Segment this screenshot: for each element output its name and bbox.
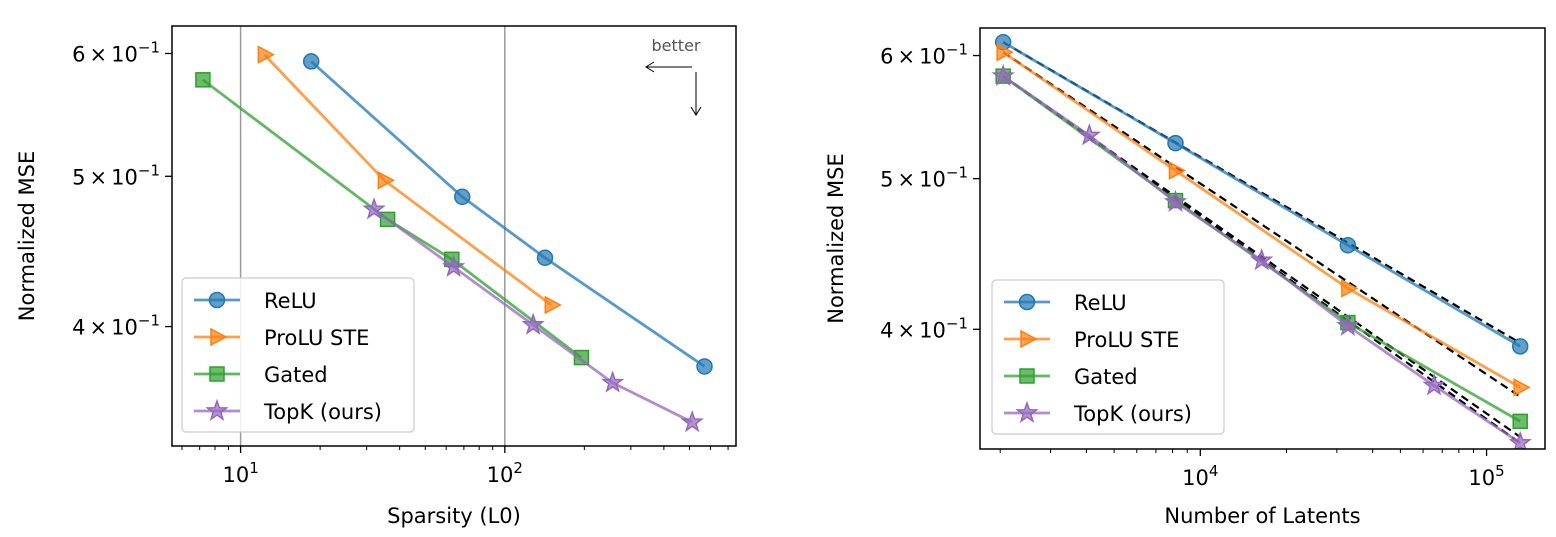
legend: ReLU ProLU STE Gated TopK (ours) [181, 277, 415, 433]
point-gated-0 [195, 72, 211, 88]
point-prolu-ste-1 [377, 171, 395, 190]
legend-label-relu: ReLU [264, 289, 317, 313]
legend-entry-topk-ours: TopK (ours) [1004, 400, 1192, 426]
legend-marker-topk-ours [1015, 400, 1039, 423]
better-annotation: better [645, 36, 702, 116]
x-tick-label-10: 101 [222, 459, 258, 487]
point-topk-ours-2 [521, 312, 545, 335]
y-tick-label-0.6: 6 × 10−1 [72, 38, 160, 66]
axes-frame [171, 25, 737, 447]
point-topk-ours-6 [1508, 430, 1532, 449]
series-line-relu [310, 60, 706, 368]
plot-area [195, 26, 713, 446]
legend-marker-relu [1018, 293, 1036, 311]
legend-label-prolu-ste: ProLU STE [264, 326, 369, 350]
latents-panel: 104 105 4 × 10−1 5 × 10−1 6 × 10−1 Number of Latent… [824, 27, 1546, 528]
y-tick-label-0.5: 5 × 10−1 [72, 161, 160, 189]
series-line-relu [1002, 40, 1521, 348]
legend-box [991, 279, 1225, 435]
y-axis-label: Normalized MSE [824, 153, 848, 323]
legend-entry-relu: ReLU [1004, 291, 1127, 315]
legend-marker-gated [209, 366, 225, 382]
point-topk-ours-0 [991, 63, 1015, 87]
y-tick-label-0.4: 4 × 10−1 [72, 312, 160, 340]
arrow-down-head [690, 106, 702, 116]
series-line-prolu-ste [1002, 51, 1521, 389]
legend-label-relu: ReLU [1074, 291, 1127, 315]
axes-frame [979, 27, 1546, 450]
legend-marker-gated [1019, 368, 1035, 384]
legend-entry-gated: Gated [194, 363, 328, 387]
legend-box [181, 277, 415, 433]
point-topk-ours-0 [362, 197, 386, 220]
sparsity-panel: 101 102 4 × 10−1 5 × 10−1 6 × 10−1 Sparsity (L0) Nor… [15, 25, 737, 528]
point-gated-3 [1512, 413, 1528, 430]
legend-entry-prolu-ste: ProLU STE [194, 326, 369, 350]
series-line-gated [202, 78, 583, 359]
x-tick-label-10000: 104 [1182, 462, 1218, 490]
plot-area [991, 33, 1532, 449]
point-topk-ours-1 [1077, 123, 1102, 146]
legend-entry-relu: ReLU [194, 289, 317, 313]
y-tick-label-0.5: 5 × 10−1 [880, 164, 968, 192]
y-tick-label-0.6: 6 × 10−1 [880, 41, 968, 69]
point-topk-ours-3 [1249, 248, 1274, 271]
legend-entry-gated: Gated [1004, 365, 1138, 389]
legend-label-gated: Gated [264, 363, 328, 387]
y-tick-label-0.4: 4 × 10−1 [880, 314, 968, 342]
point-relu-0 [302, 53, 320, 70]
series-line-prolu-ste [263, 53, 553, 307]
point-prolu-ste-0 [996, 42, 1014, 62]
x-axis-label: Number of Latents [1164, 504, 1360, 528]
legend-entry-topk-ours: TopK (ours) [194, 398, 382, 424]
point-prolu-ste-1 [1168, 161, 1187, 180]
point-topk-ours-4 [680, 410, 704, 433]
legend-marker-relu [208, 291, 226, 309]
better-label: better [652, 36, 701, 55]
point-relu-1 [453, 188, 471, 206]
point-prolu-ste-2 [544, 295, 562, 315]
point-topk-ours-2 [1163, 189, 1188, 212]
point-prolu-ste-0 [257, 45, 275, 64]
x-tick-label-100: 102 [487, 459, 523, 487]
legend-marker-prolu-ste [1020, 329, 1038, 349]
legend-label-prolu-ste: ProLU STE [1074, 328, 1179, 352]
point-relu-3 [1511, 338, 1529, 355]
x-tick-label-100000: 105 [1468, 462, 1504, 490]
legend-label-topk-ours: TopK (ours) [263, 400, 382, 424]
point-prolu-ste-2 [1341, 279, 1359, 298]
point-topk-ours-4 [1336, 313, 1360, 336]
legend-marker-prolu-ste [210, 327, 228, 347]
legend-label-topk-ours: TopK (ours) [1073, 402, 1192, 426]
x-axis-label: Sparsity (L0) [387, 504, 521, 528]
y-axis-label: Normalized MSE [15, 151, 39, 321]
fit-line-relu [1002, 41, 1521, 344]
point-relu-3 [696, 358, 713, 375]
point-topk-ours-3 [600, 370, 625, 393]
point-topk-ours-1 [441, 254, 466, 277]
point-topk-ours-5 [1422, 373, 1446, 396]
legend-entry-prolu-ste: ProLU STE [1004, 328, 1179, 352]
point-relu-1 [1167, 134, 1184, 152]
point-relu-2 [536, 249, 554, 267]
legend: ReLU ProLU STE Gated TopK (ours) [991, 279, 1225, 435]
arrow-left-head [645, 61, 655, 73]
point-prolu-ste-3 [1513, 378, 1531, 397]
point-relu-2 [1339, 237, 1357, 254]
legend-label-gated: Gated [1074, 365, 1138, 389]
legend-marker-topk-ours [205, 398, 229, 421]
